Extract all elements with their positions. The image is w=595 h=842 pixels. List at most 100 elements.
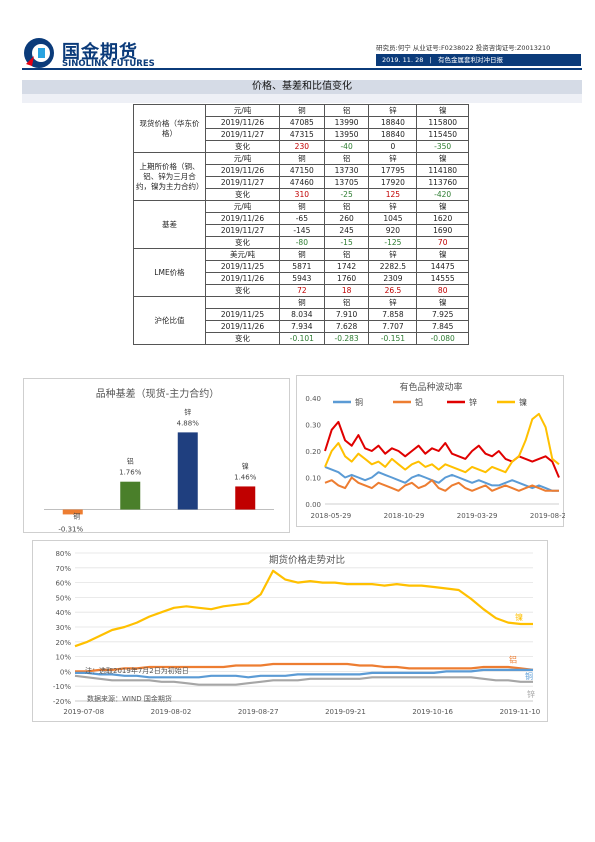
value-cell: 18840 — [368, 128, 418, 141]
change-value-cell: -420 — [416, 188, 469, 201]
metal-header-cell: 铝 — [323, 104, 370, 117]
y-tick-label: 70% — [55, 565, 71, 573]
change-label-cell: 变化 — [205, 188, 280, 201]
series-end-label: 镍 — [515, 612, 523, 622]
chart-title: 品种基差（现货-主力合约） — [96, 387, 220, 400]
series-line — [74, 569, 533, 648]
date-cell: 2019/11/27 — [205, 176, 280, 189]
series-line — [324, 476, 559, 492]
y-tick-label: 0% — [60, 668, 71, 676]
change-value-cell: -40 — [323, 140, 370, 153]
futures-trend-chart-svg: 80% 70% 60% 50% 40% 30% 20% 10% 0% -10% -20% 2019-0… — [53, 550, 540, 716]
value-cell: 47150 — [278, 164, 325, 177]
metal-header-cell: 镍 — [416, 296, 469, 309]
group-label: 上期所价格（铜、铝、锌为三月合约，镍为主力合约） — [133, 152, 206, 201]
table-row: 2019/11/26 5943 1760 2309 14555 — [134, 272, 469, 285]
banner-separator: | — [425, 56, 436, 64]
value-cell: 114180 — [416, 164, 469, 177]
value-cell: 115450 — [416, 128, 469, 141]
series-line — [324, 420, 560, 478]
metal-header-cell: 镍 — [416, 104, 469, 117]
value-cell: 1045 — [368, 212, 418, 225]
value-cell: 47315 — [278, 128, 325, 141]
y-tick-label: -10% — [53, 683, 71, 691]
report-title: 有色金属套利对冲日报 — [437, 56, 503, 64]
legend-label: 锌 — [469, 397, 477, 407]
group-label: 沪伦比值 — [133, 296, 206, 345]
volatility-line-chart-svg: 0.00 0.10 0.20 0.30 0.40 2018-05-29 2018-10-29… — [305, 381, 565, 520]
series-line — [74, 674, 533, 686]
legend-label: 镍 — [519, 397, 527, 407]
x-tick-label: 2019-09-21 — [325, 708, 366, 716]
series-line — [75, 662, 534, 673]
y-tick-label: 20% — [55, 639, 71, 647]
change-label-cell: 变化 — [205, 140, 280, 153]
date-cell: 2019/11/26 — [205, 212, 280, 225]
value-cell: -65 — [278, 212, 325, 225]
value-cell: 920 — [368, 224, 418, 237]
group-label: 基差 — [133, 200, 206, 249]
x-tick-label: 2018-10-29 — [384, 512, 425, 520]
value-cell: 5943 — [278, 272, 325, 285]
table-row: 2019/11/26 47085 13990 18840 115800 — [134, 116, 469, 129]
unit-cell: 元/吨 — [205, 152, 280, 165]
x-tick-label: 2019-08-27 — [238, 708, 279, 716]
metal-header-cell: 铜 — [278, 152, 325, 165]
change-row: 变化 230 -40 0 -350 — [134, 140, 469, 153]
x-tick-label: 2019-08-02 — [151, 708, 192, 716]
value-cell: 2309 — [368, 272, 418, 285]
value-cell: 5871 — [278, 260, 325, 273]
table-row: 2019/11/25 5871 1742 2282.5 14475 — [134, 260, 469, 273]
value-cell: 7.707 — [368, 320, 418, 333]
value-cell: 115800 — [416, 116, 469, 129]
y-tick-label: 50% — [55, 594, 71, 602]
bar — [235, 486, 256, 510]
value-cell: 17795 — [368, 164, 418, 177]
y-tick-label: 0.10 — [305, 475, 321, 483]
series-line — [75, 668, 533, 679]
metal-header-cell: 镍 — [416, 248, 469, 261]
basis-bar-chart-svg: 品种基差（现货-主力合约） 铜 -0.31% 铝 1.76% 锌 4.88% 镍 1.46% — [44, 387, 274, 534]
value-cell: 245 — [323, 224, 370, 237]
date-cell: 2019/11/25 — [205, 308, 280, 321]
value-cell: 14475 — [416, 260, 469, 273]
metal-header-cell: 铜 — [278, 200, 325, 213]
unit-cell: 元/吨 — [205, 200, 280, 213]
table-row: 2019/11/25 8.034 7.910 7.858 7.925 — [134, 308, 469, 321]
category-label: 铜 — [73, 512, 80, 521]
x-tick-label: 2019-03-29 — [457, 512, 498, 520]
x-tick-label: 2019-10-16 — [412, 708, 453, 716]
chart-title: 有色品种波动率 — [399, 381, 462, 393]
y-tick-label: 10% — [55, 654, 71, 662]
table-header-row: 现货价格（华东价格） 元/吨铜铝锌镍 — [133, 104, 469, 153]
futures-trend-chart: 80% 70% 60% 50% 40% 30% 20% 10% 0% -10% -20% 2019-0… — [32, 540, 548, 722]
value-cell: 47085 — [278, 116, 325, 129]
group-label: 现货价格（华东价格） — [133, 104, 206, 153]
value-cell: 7.910 — [323, 308, 370, 321]
bar — [177, 432, 198, 510]
change-value-cell: 230 — [278, 140, 325, 153]
change-row: 变化 72 18 26.5 80 — [134, 284, 469, 297]
section-band — [22, 94, 582, 103]
change-value-cell: 310 — [278, 188, 325, 201]
change-value-cell: -25 — [323, 188, 370, 201]
date-cell: 2019/11/26 — [205, 116, 280, 129]
basis-bar-chart: 品种基差（现货-主力合约） 铜 -0.31% 铝 1.76% 锌 4.88% 镍 1.46% — [23, 378, 290, 534]
change-value-cell: -0.283 — [323, 332, 370, 345]
value-cell: 13730 — [323, 164, 370, 177]
chart-note: 注：选取2019年7月2日为初始日 — [85, 666, 189, 675]
date-cell: 2019/11/26 — [205, 164, 280, 177]
price-basis-table: 现货价格（华东价格） 元/吨铜铝锌镍 2019/11/26 47085 13990 188… — [133, 104, 469, 345]
date-cell: 2019/11/25 — [205, 260, 280, 273]
x-tick-label: 2019-08-29 — [530, 512, 565, 520]
table-header-row: LME价格 美元/吨铜铝锌镍 — [133, 248, 469, 297]
data-label: -0.31% — [58, 526, 83, 534]
value-cell: 13950 — [323, 128, 370, 141]
change-value-cell: -15 — [323, 236, 370, 249]
series-line — [324, 412, 560, 474]
metal-header-cell: 铝 — [323, 248, 370, 261]
metal-header-cell: 铜 — [278, 296, 325, 309]
category-label: 镍 — [242, 461, 249, 470]
change-label-cell: 变化 — [205, 332, 280, 345]
section-title: 价格、基差和比值变化 — [22, 80, 582, 94]
